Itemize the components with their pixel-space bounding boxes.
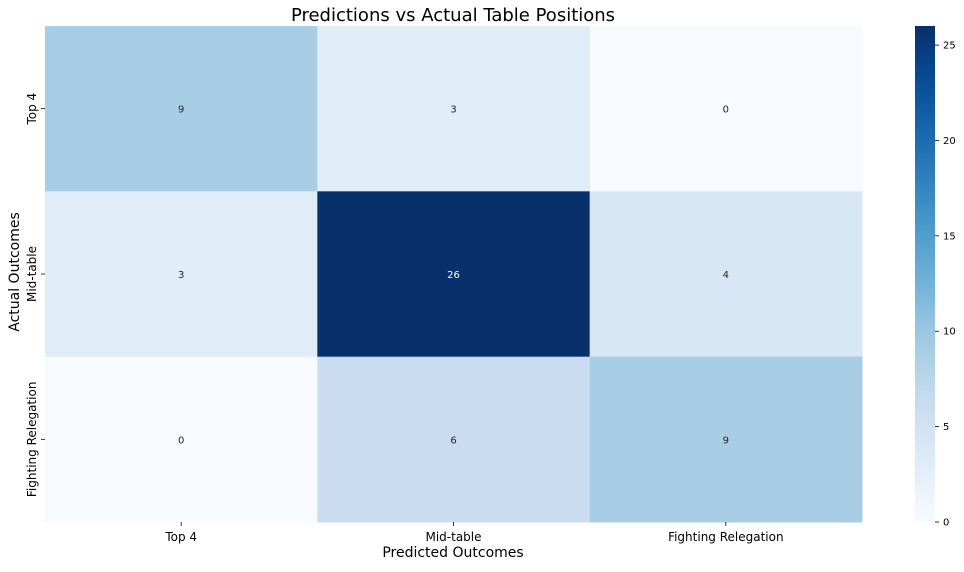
cell-annotations-layer: 9 3 0 3 26 4 0 6 9 xyxy=(178,105,729,447)
x-tick-label: Mid-table xyxy=(425,530,481,544)
colorbar-tick-label: 20 xyxy=(943,136,956,147)
cell-value-label: 9 xyxy=(178,105,184,116)
heatmap-cell-fighting-relegation-mid-table xyxy=(317,356,591,523)
heatmap-cell-top-4-top-4 xyxy=(45,26,318,192)
colorbar-tick-label: 10 xyxy=(943,327,956,338)
chart-title: Predictions vs Actual Table Positions xyxy=(291,5,615,26)
colorbar-tick-label: 15 xyxy=(943,231,956,242)
x-tick-label: Top 4 xyxy=(164,530,197,544)
y-tick-label: Top 4 xyxy=(25,93,39,126)
y-tick-label: Fighting Relegation xyxy=(25,382,39,498)
cell-value-label: 3 xyxy=(450,105,456,116)
x-axis: Top 4 Mid-table Fighting Relegation xyxy=(164,522,784,544)
y-axis-label: Actual Outcomes xyxy=(7,212,23,332)
cell-value-label: 26 xyxy=(447,270,460,281)
cell-value-label: 0 xyxy=(178,435,184,446)
heatmap-cells-layer xyxy=(45,26,863,523)
heatmap-cell-fighting-relegation-fighting-relegation xyxy=(589,356,863,523)
colorbar-tick-label: 25 xyxy=(943,41,956,52)
colorbar: 0 5 10 15 20 25 xyxy=(915,26,956,529)
heatmap-cell-fighting-relegation-top-4 xyxy=(45,356,318,523)
y-tick-label: Mid-table xyxy=(25,246,39,302)
colorbar-tick-label: 5 xyxy=(943,422,949,433)
cell-value-label: 4 xyxy=(723,270,729,281)
heatmap-cell-top-4-fighting-relegation xyxy=(589,26,863,192)
heatmap-cell-mid-table-mid-table xyxy=(317,191,591,358)
x-axis-label: Predicted Outcomes xyxy=(382,545,523,561)
colorbar-gradient xyxy=(915,26,935,522)
heatmap-cell-mid-table-fighting-relegation xyxy=(589,191,863,358)
y-axis: Top 4 Mid-table Fighting Relegation xyxy=(25,93,45,497)
colorbar-tick-label: 0 xyxy=(943,518,949,529)
cell-value-label: 0 xyxy=(723,105,729,116)
heatmap-cell-mid-table-top-4 xyxy=(45,191,318,358)
cell-value-label: 6 xyxy=(450,435,456,446)
heatmap-cell-top-4-mid-table xyxy=(317,26,591,192)
x-tick-label: Fighting Relegation xyxy=(668,530,784,544)
cell-value-label: 9 xyxy=(723,435,729,446)
cell-value-label: 3 xyxy=(178,270,184,281)
